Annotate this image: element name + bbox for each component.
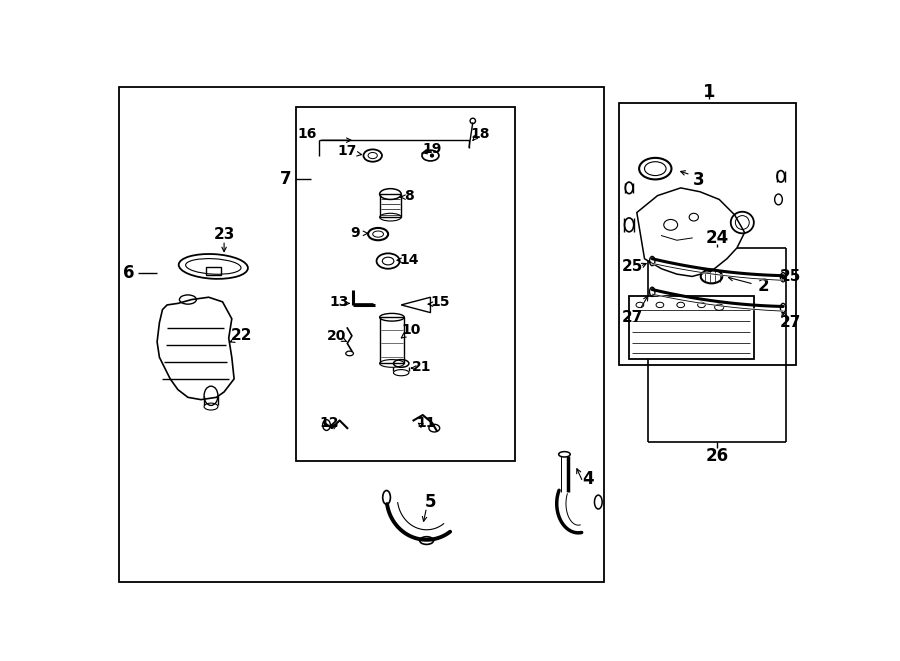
Text: 5: 5 <box>425 493 436 511</box>
Text: 7: 7 <box>280 170 292 188</box>
Text: 16: 16 <box>298 127 317 141</box>
Text: 1: 1 <box>703 83 716 100</box>
Text: 8: 8 <box>404 188 414 202</box>
Text: 18: 18 <box>471 127 491 141</box>
Text: 4: 4 <box>582 470 594 488</box>
Text: 27: 27 <box>622 310 643 325</box>
Text: 17: 17 <box>338 144 357 158</box>
Ellipse shape <box>430 154 434 157</box>
Bar <box>296 107 515 461</box>
Text: 11: 11 <box>417 416 436 430</box>
Bar <box>380 194 401 217</box>
Text: 27: 27 <box>780 315 802 330</box>
Text: 2: 2 <box>757 278 769 295</box>
Text: 15: 15 <box>430 295 449 309</box>
Text: 22: 22 <box>231 329 253 343</box>
Text: 14: 14 <box>399 253 418 266</box>
Polygon shape <box>637 188 744 276</box>
Text: 20: 20 <box>327 329 346 343</box>
Bar <box>119 87 604 582</box>
Text: 3: 3 <box>693 171 704 189</box>
Bar <box>205 267 221 275</box>
Text: 10: 10 <box>401 323 421 337</box>
Text: 9: 9 <box>350 225 360 239</box>
Text: 26: 26 <box>706 447 728 465</box>
Text: 13: 13 <box>330 295 349 309</box>
Bar <box>629 295 754 359</box>
Text: 25: 25 <box>622 259 643 274</box>
Text: 25: 25 <box>780 269 802 284</box>
Text: 19: 19 <box>422 142 442 157</box>
Text: 24: 24 <box>706 229 728 247</box>
Text: 6: 6 <box>123 264 134 282</box>
Bar <box>619 103 796 365</box>
Polygon shape <box>401 297 430 313</box>
Text: 12: 12 <box>320 416 338 430</box>
Bar <box>380 317 404 364</box>
Text: 21: 21 <box>411 360 431 373</box>
Text: 23: 23 <box>213 227 235 241</box>
Polygon shape <box>158 297 234 400</box>
